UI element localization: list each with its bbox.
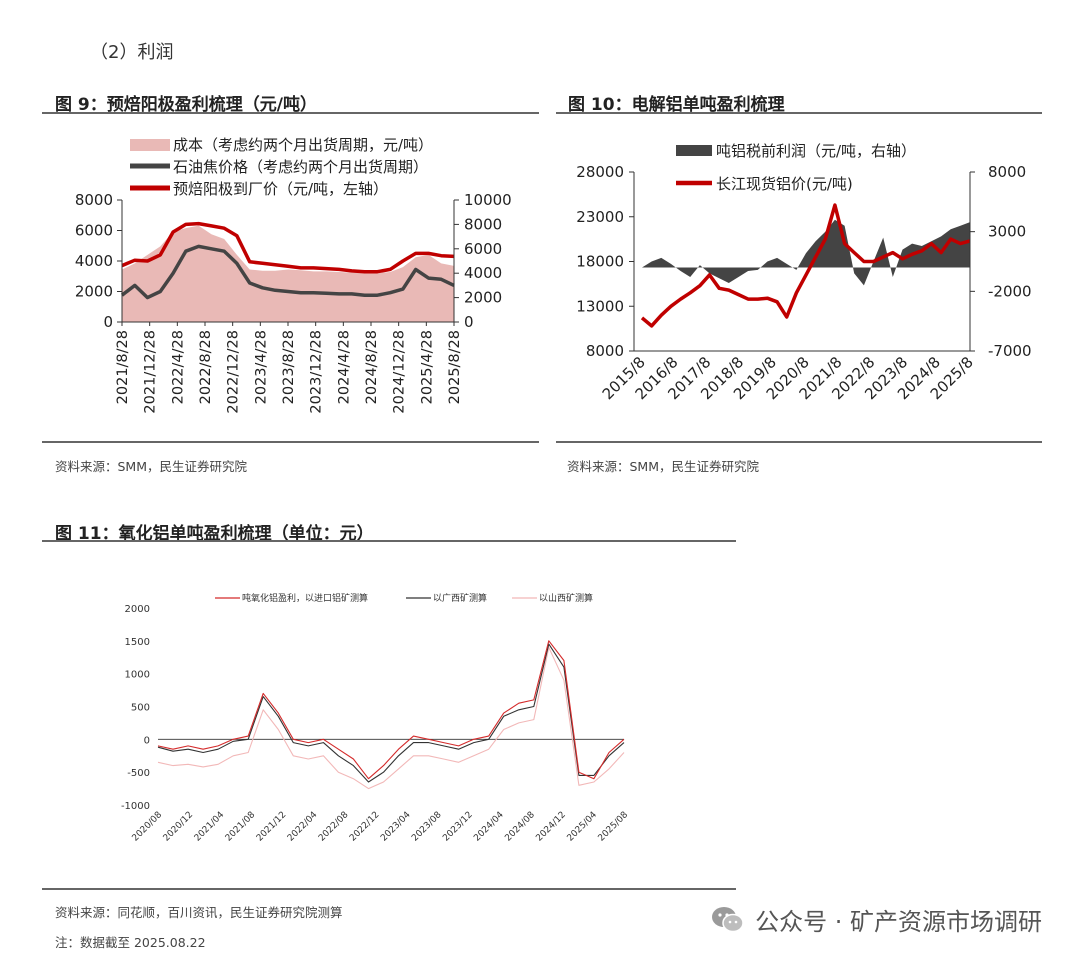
left-tick-label: 2000 — [75, 283, 113, 301]
y-tick-label: 500 — [131, 703, 150, 714]
watermark-text: 公众号 · 矿产资源市场调研 — [755, 908, 1042, 936]
x-tick-label: 2025/08 — [597, 810, 631, 844]
series-al-price-line — [640, 203, 971, 328]
x-tick-label: 2021/8/28 — [115, 330, 131, 404]
y-tick-label: 2000 — [125, 604, 150, 615]
x-tick-label: 2022/12/28 — [226, 330, 242, 414]
fig11-bottom-rule — [42, 888, 736, 890]
left-tick-label: 0 — [103, 313, 113, 331]
fig9-title: 图 9：预焙阳极盈利梳理（元/吨） — [55, 95, 317, 115]
left-tick-label: 18000 — [576, 253, 624, 271]
x-tick-label: 2023/08 — [410, 810, 444, 844]
x-tick-label: 2024/04 — [472, 810, 506, 844]
legend-label-shanxi: 以山西矿测算 — [539, 592, 593, 604]
right-tick-label: -2000 — [988, 282, 1032, 300]
fig10-source: 资料来源：SMM，民生证券研究院 — [567, 459, 760, 474]
fig11-chart: 吨氧化铝盈利，以进口铝矿测算 以广西矿测算 以山西矿测算 -1000 -500 0 500 1… — [121, 592, 631, 844]
x-tick-label: 2022/8/28 — [198, 330, 214, 404]
fig9-title-rule — [42, 112, 539, 114]
x-tick-label: 2021/04 — [193, 810, 227, 844]
series-shanxi-line — [157, 646, 625, 790]
x-tick-label: 2022/08 — [317, 810, 351, 844]
section-title: （2）利润 — [90, 42, 174, 63]
series-profit-area — [642, 219, 970, 286]
right-tick-label: 8000 — [988, 163, 1026, 181]
legend-label-guangxi: 以广西矿测算 — [433, 592, 487, 604]
x-tick-label: 2023/12/28 — [309, 330, 325, 414]
fig11-source: 资料来源：同花顺，百川资讯，民生证券研究院测算 — [55, 905, 343, 920]
right-tick-label: 3000 — [988, 223, 1026, 241]
fig10-title: 图 10：电解铝单吨盈利梳理 — [568, 95, 785, 115]
x-tick-label: 2025/04 — [566, 810, 600, 844]
legend-label-profit: 吨铝税前利润（元/吨，右轴） — [716, 142, 916, 160]
fig9-source: 资料来源：SMM，民生证券研究院 — [55, 459, 248, 474]
x-tick-label: 2025/4/28 — [419, 330, 435, 404]
legend-label-al-price: 长江现货铝价(元/吨) — [716, 175, 853, 193]
fig10-chart: 吨铝税前利润（元/吨，右轴） 长江现货铝价(元/吨) 8000 13000 18000 2… — [576, 142, 1032, 403]
x-tick-label: 2024/4/28 — [336, 330, 352, 404]
x-tick-label: 2022/4/28 — [170, 330, 186, 404]
left-tick-label: 6000 — [75, 222, 113, 240]
legend-label-cost: 成本（考虑约两个月出货周期，元/吨） — [173, 136, 433, 154]
y-tick-label: 1000 — [125, 670, 150, 681]
x-tick-label: 2024/12 — [534, 810, 568, 844]
series-import-line — [157, 640, 625, 780]
x-tick-label: 2022/04 — [286, 810, 320, 844]
fig9-chart: 成本（考虑约两个月出货周期，元/吨） 石油焦价格（考虑约两个月出货周期） 预焙阳极到… — [75, 136, 512, 414]
legend-swatch-cost — [130, 139, 170, 151]
left-tick-label: 8000 — [586, 342, 624, 360]
y-tick-label: -1000 — [121, 801, 150, 812]
x-tick-label: 2021/12 — [255, 810, 289, 844]
left-tick-label: 23000 — [576, 208, 624, 226]
left-tick-label: 28000 — [576, 163, 624, 181]
x-tick-label: 2022/12 — [348, 810, 382, 844]
y-tick-label: 0 — [144, 735, 150, 746]
x-tick-label: 2023/4/28 — [253, 330, 269, 404]
right-tick-label: 2000 — [464, 289, 502, 307]
x-tick-label: 2023/04 — [379, 810, 413, 844]
legend-label-price: 预焙阳极到厂价（元/吨，左轴） — [173, 180, 388, 198]
fig11-note: 注：数据截至 2025.08.22 — [55, 935, 206, 950]
legend-label-import: 吨氧化铝盈利，以进口铝矿测算 — [242, 592, 368, 604]
x-tick-label: 2021/12/28 — [143, 330, 159, 414]
series-cost-area — [122, 225, 454, 322]
x-tick-label: 2023/12 — [441, 810, 475, 844]
x-tick-label: 2020/12 — [162, 810, 196, 844]
fig10-bottom-rule — [556, 441, 1042, 443]
x-tick-label: 2024/12/28 — [392, 330, 408, 414]
x-tick-label: 2023/8/28 — [281, 330, 297, 404]
left-tick-label: 4000 — [75, 252, 113, 270]
y-tick-label: -500 — [127, 768, 150, 779]
x-tick-label: 2025/8/28 — [447, 330, 463, 404]
x-tick-label: 2024/08 — [503, 810, 537, 844]
x-tick-label: 2021/08 — [224, 810, 258, 844]
x-tick-label: 2024/8/28 — [364, 330, 380, 404]
right-tick-label: 0 — [464, 313, 474, 331]
right-tick-label: -7000 — [988, 342, 1032, 360]
left-tick-label: 8000 — [75, 191, 113, 209]
series-guangxi-line — [157, 643, 625, 783]
fig10-title-rule — [556, 112, 1042, 114]
watermark: 公众号 · 矿产资源市场调研 — [711, 902, 1042, 937]
right-tick-label: 4000 — [464, 264, 502, 282]
fig9-bottom-rule — [42, 441, 539, 443]
right-tick-label: 10000 — [464, 191, 512, 209]
legend-swatch-profit — [676, 145, 712, 156]
right-tick-label: 8000 — [464, 215, 502, 233]
wechat-icon — [712, 906, 744, 932]
series-price-line — [121, 221, 455, 274]
series-coke-line — [120, 244, 455, 300]
left-tick-label: 13000 — [576, 297, 624, 315]
y-tick-label: 1500 — [125, 637, 150, 648]
legend-label-coke: 石油焦价格（考虑约两个月出货周期） — [173, 158, 428, 176]
fig11-title: 图 11：氧化铝单吨盈利梳理（单位：元） — [55, 524, 374, 544]
right-tick-label: 6000 — [464, 240, 502, 258]
x-tick-label: 2020/08 — [131, 810, 165, 844]
fig11-title-rule — [42, 540, 736, 542]
